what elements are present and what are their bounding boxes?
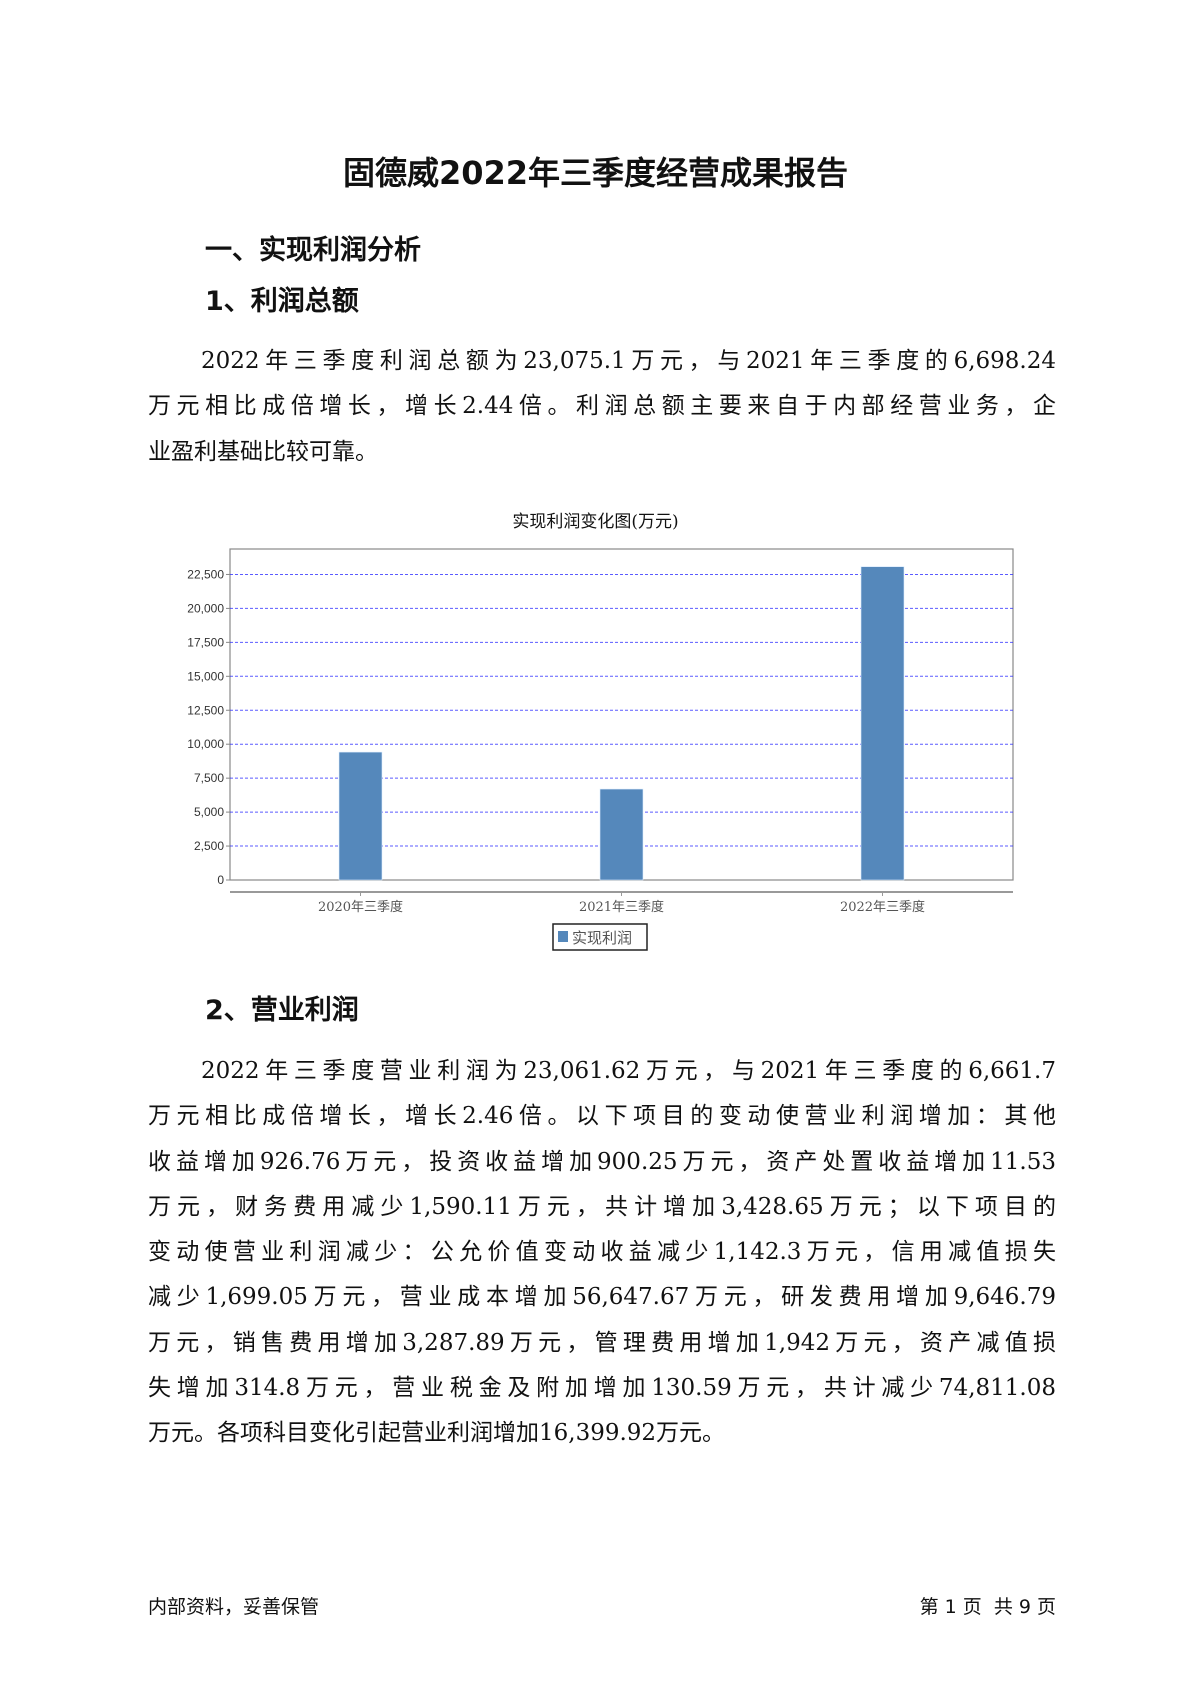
paragraph-line: 收益增加926.76万元，投资收益增加900.25万元，资产处置收益增加11.5… (148, 1148, 1056, 1175)
bar (599, 788, 644, 881)
paragraph-line: 万元。各项科目变化引起营业利润增加16,399.92万元。 (148, 1420, 726, 1447)
subsection-heading-profit-total: 1、利润总额 (205, 286, 359, 317)
y-tick-label: 20,000 (187, 601, 224, 615)
paragraph-line: 万元，财务费用减少1,590.11万元，共计增加3,428.65万元；以下项目的 (148, 1193, 1056, 1220)
paragraph-line: 2022年三季度营业利润为23,061.62万元，与2021年三季度的6,661… (201, 1058, 1056, 1084)
x-tick-label: 2022年三季度 (840, 899, 925, 915)
x-tick-label: 2021年三季度 (579, 899, 664, 915)
footer-confidential: 内部资料，妥善保管 (148, 1596, 320, 1618)
y-tick-label: 15,000 (187, 669, 224, 683)
paragraph-line: 万元相比成倍增长，增长2.44倍。利润总额主要来自于内部经营业务，企 (148, 393, 1056, 420)
y-tick-label: 2,500 (194, 839, 224, 853)
paragraph-line: 万元相比成倍增长，增长2.46倍。以下项目的变动使营业利润增加：其他 (148, 1103, 1056, 1130)
page-number: 第 1 页 共 9 页 (919, 1596, 1056, 1618)
paragraph-line: 减少1,699.05万元，营业成本增加56,647.67万元，研发费用增加9,6… (148, 1284, 1056, 1311)
y-tick-label: 7,500 (194, 771, 224, 785)
y-tick-label: 0 (217, 873, 224, 887)
x-tick-label: 2020年三季度 (318, 899, 403, 915)
legend-swatch (558, 931, 568, 942)
subsection-heading-operating-profit: 2、营业利润 (205, 995, 359, 1026)
bar-chart: 0 2,500 5,000 7,500 10,000 12,500 15,000 17,500… (187, 548, 1014, 951)
paragraph-line: 失增加314.8万元，营业税金及附加增加130.59万元，共计减少74,811.… (148, 1375, 1056, 1402)
y-tick-label: 12,500 (187, 703, 224, 717)
y-tick-label: 10,000 (187, 737, 224, 751)
paragraph-profit-total: 2022年三季度利润总额为23,075.1万元，与2021年三季度的6,698.… (148, 339, 1056, 475)
bar (860, 566, 905, 881)
section-heading: 一、实现利润分析 (205, 235, 421, 266)
bar (338, 751, 383, 881)
paragraph-line: 万元，销售费用增加3,287.89万元，管理费用增加1,942万元，资产减值损 (148, 1329, 1056, 1356)
legend-label: 实现利润 (572, 929, 632, 947)
paragraph-operating-profit: 2022年三季度营业利润为23,061.62万元，与2021年三季度的6,661… (148, 1049, 1056, 1457)
y-tick-label: 5,000 (194, 805, 224, 819)
y-tick-label: 17,500 (187, 635, 224, 649)
y-tick-label: 22,500 (187, 567, 224, 581)
report-title: 固德威2022年三季度经营成果报告 (342, 154, 849, 192)
paragraph-line: 变动使营业利润减少：公允价值变动收益减少1,142.3万元，信用减值损失 (148, 1239, 1056, 1266)
paragraph-line: 2022年三季度利润总额为23,075.1万元，与2021年三季度的6,698.… (201, 348, 1056, 374)
paragraph-line: 业盈利基础比较可靠。 (148, 438, 378, 465)
legend-box (552, 923, 648, 951)
chart-title: 实现利润变化图(万元) (512, 512, 679, 532)
